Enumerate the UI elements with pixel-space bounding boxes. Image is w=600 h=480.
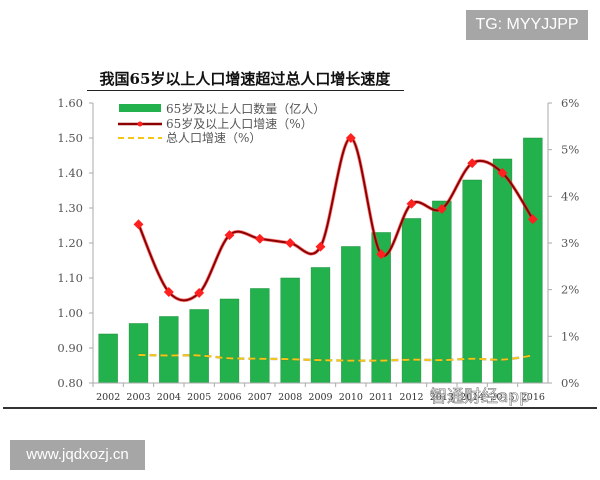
legend-label-total-growth: 总人口增速（%） (166, 131, 261, 145)
x-tick-label: 2014 (460, 392, 484, 403)
bar-2014 (462, 179, 482, 384)
left-tick-label: 1.60 (57, 96, 83, 110)
bar-2003 (128, 323, 149, 384)
x-tick-label: 2004 (157, 392, 181, 403)
bar-2012 (401, 218, 422, 384)
left-tick-label: 0.90 (57, 341, 83, 355)
x-tick-label: 2016 (521, 392, 545, 403)
right-tick-label: 3% (561, 236, 579, 250)
x-tick-label: 2012 (399, 392, 423, 403)
site-watermark-badge: www.jqdxozj.cn (10, 440, 145, 470)
x-tick-label: 2009 (308, 392, 332, 403)
left-tick-label: 1.00 (57, 306, 83, 320)
bar-2015 (492, 158, 513, 384)
right-tick-label: 1% (561, 329, 579, 343)
left-tick-label: 0.80 (57, 376, 83, 390)
right-tick-label: 0% (561, 376, 579, 390)
elderly-growth-marker (194, 287, 205, 298)
app-watermark: 智通财经app (430, 387, 530, 407)
elderly-growth-marker (224, 230, 235, 241)
elderly-growth-marker (406, 198, 417, 209)
bar-2006 (219, 298, 240, 384)
x-axis: 2002 2003 2004 2005 2006 2007 2008 2009 2010 2011… (92, 382, 548, 403)
elderly-growth-marker (285, 238, 296, 248)
left-y-axis: 0.80 0.90 1.00 1.10 1.20 1.30 1.40 1.50 1.60 (57, 96, 94, 390)
elderly-growth-marker (527, 214, 538, 225)
elderly-growth-marker (315, 241, 326, 252)
elderly-growth-path (137, 136, 534, 302)
left-tick-label: 1.50 (57, 131, 83, 145)
elderly-growth-marker (376, 249, 387, 260)
right-tick-label: 2% (561, 283, 579, 297)
x-tick-label: 2007 (248, 392, 272, 403)
right-y-axis: 0% 1% 2% 3% 4% 5% 6% (547, 96, 579, 390)
legend-label-population: 65岁及以上人口数量（亿人） (166, 101, 325, 116)
bar-2005 (189, 309, 209, 384)
x-tick-label: 2015 (490, 392, 514, 403)
x-tick-label: 2003 (126, 392, 150, 403)
x-tick-label: 2013 (430, 392, 454, 403)
left-tick-label: 1.40 (57, 166, 83, 180)
right-tick-label: 4% (561, 189, 579, 203)
chart-title: 我国65岁以上人口增速超过总人口增长速度 (99, 70, 391, 88)
bar-2013 (432, 200, 452, 384)
x-tick-label: 2006 (217, 392, 241, 403)
elderly-growth-marker (345, 133, 356, 143)
legend-label-elderly-growth: 65岁及以上人口增速（%） (166, 116, 313, 131)
bar-2016 (523, 137, 543, 384)
left-tick-label: 1.30 (57, 201, 83, 215)
elderly-growth-marker (163, 287, 174, 297)
tg-watermark-badge: TG: MYYJJPP (466, 10, 588, 40)
bar-2007 (250, 288, 270, 384)
bar-2004 (159, 316, 179, 384)
x-tick-label: 2011 (369, 392, 393, 403)
legend: 65岁及以上人口数量（亿人） 65岁及以上人口增速（%） 总人口增速（%） (118, 101, 325, 145)
elderly-growth-marker (467, 158, 478, 169)
x-tick-label: 2005 (187, 392, 211, 403)
x-tick-label: 2008 (278, 392, 302, 403)
total-growth-line (138, 353, 534, 362)
elderly-growth-marker (254, 233, 265, 244)
population-bars (98, 137, 543, 384)
bottom-rule (3, 407, 597, 409)
elderly-growth-marker (497, 168, 508, 178)
legend-marker-icon (137, 121, 143, 127)
x-tick-label: 2010 (339, 392, 363, 403)
bar-2008 (280, 277, 300, 384)
legend-bar-swatch (119, 104, 161, 112)
bar-2010 (341, 246, 361, 384)
title-underline (87, 90, 404, 91)
elderly-growth-marker (133, 219, 144, 230)
total-growth-path (138, 354, 533, 362)
bar-2009 (310, 267, 331, 384)
left-tick-label: 1.10 (57, 271, 83, 285)
elderly-growth-marker (436, 203, 447, 214)
elderly-growth-line (133, 133, 538, 303)
right-tick-label: 5% (561, 143, 579, 157)
left-tick-label: 1.20 (57, 236, 83, 250)
x-tick-label: 2002 (96, 392, 120, 403)
bar-2002 (98, 333, 118, 384)
right-tick-label: 6% (561, 96, 579, 110)
